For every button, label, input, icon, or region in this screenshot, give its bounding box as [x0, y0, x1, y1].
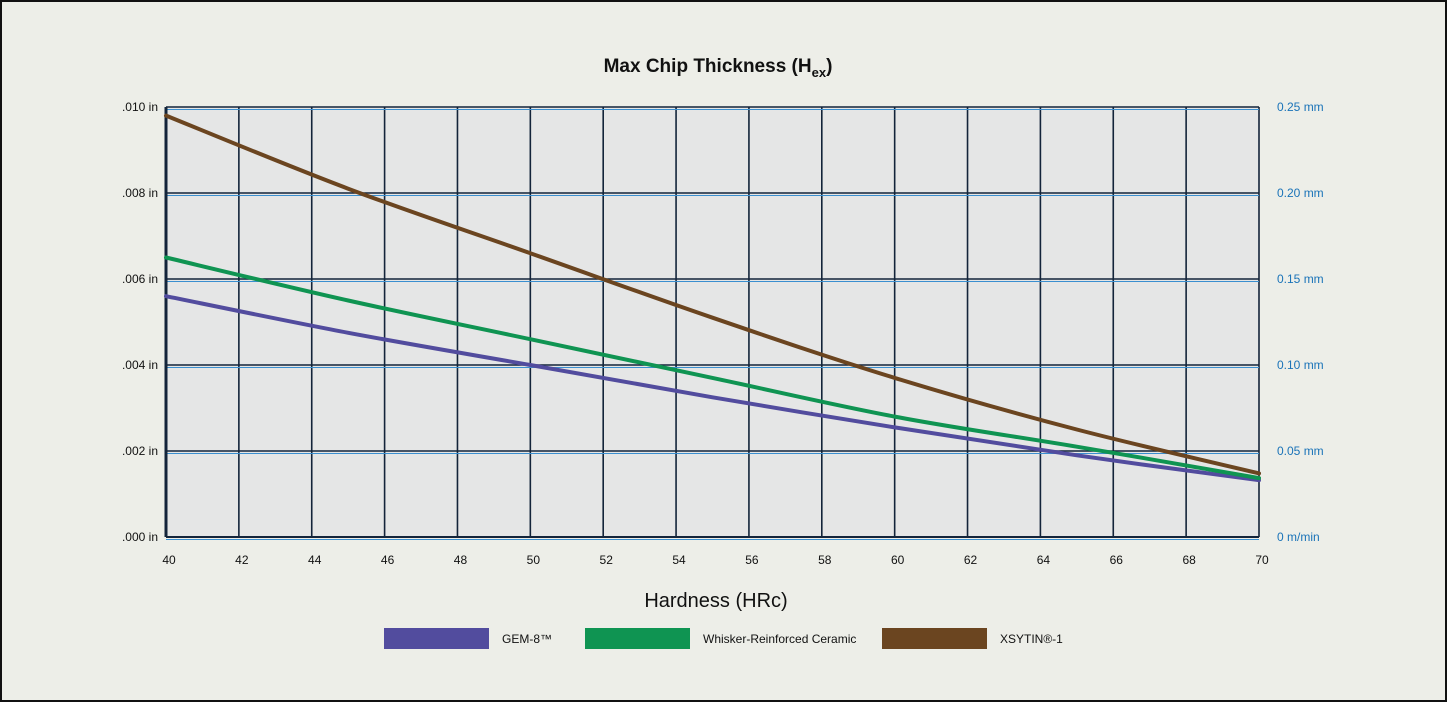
x-tick-label: 70	[1255, 553, 1269, 567]
x-tick-label: 60	[891, 553, 905, 567]
y-tick-label-left: .008 in	[122, 186, 158, 200]
series-line-3	[164, 113, 1261, 476]
x-tick-label: 40	[162, 553, 176, 567]
x-tick-label: 54	[672, 553, 686, 567]
x-tick-label: 46	[381, 553, 395, 567]
y-tick-label-left: .010 in	[122, 100, 158, 114]
plot-area	[166, 107, 1259, 537]
legend-swatch-1	[384, 628, 489, 649]
legend-label-1: GEM-8™	[502, 632, 552, 646]
x-tick-label: 52	[600, 553, 614, 567]
x-tick-label: 58	[818, 553, 832, 567]
y-tick-label-right: 0.05 mm	[1277, 444, 1324, 458]
x-tick-label: 56	[745, 553, 759, 567]
y-tick-label-left: .004 in	[122, 358, 158, 372]
legend-swatch-2	[585, 628, 690, 649]
x-tick-label: 42	[235, 553, 249, 567]
y-tick-label-right: 0.25 mm	[1277, 100, 1324, 114]
x-tick-label: 50	[527, 553, 541, 567]
x-axis-label: Hardness (HRc)	[644, 590, 787, 612]
y-tick-label-left: .000 in	[122, 530, 158, 544]
legend-swatch-3	[882, 628, 987, 649]
y-tick-label-right: 0.20 mm	[1277, 186, 1324, 200]
x-tick-label: 48	[454, 553, 468, 567]
y-tick-label-right: 0.10 mm	[1277, 358, 1324, 372]
legend-label-3: XSYTIN®-1	[1000, 632, 1063, 646]
legend-label-2: Whisker-Reinforced Ceramic	[703, 632, 856, 646]
x-tick-label: 66	[1110, 553, 1124, 567]
x-tick-label: 62	[964, 553, 978, 567]
y-tick-label-left: .002 in	[122, 444, 158, 458]
y-tick-label-right: 0 m/min	[1277, 530, 1320, 544]
y-tick-label-left: .006 in	[122, 272, 158, 286]
chart-title: Max Chip Thickness (Hex)	[604, 56, 833, 80]
x-tick-label: 68	[1182, 553, 1196, 567]
series-line-2	[164, 255, 1261, 481]
x-tick-label: 44	[308, 553, 322, 567]
x-tick-label: 64	[1037, 553, 1051, 567]
series-line-1	[164, 294, 1261, 483]
y-tick-label-right: 0.15 mm	[1277, 272, 1324, 286]
